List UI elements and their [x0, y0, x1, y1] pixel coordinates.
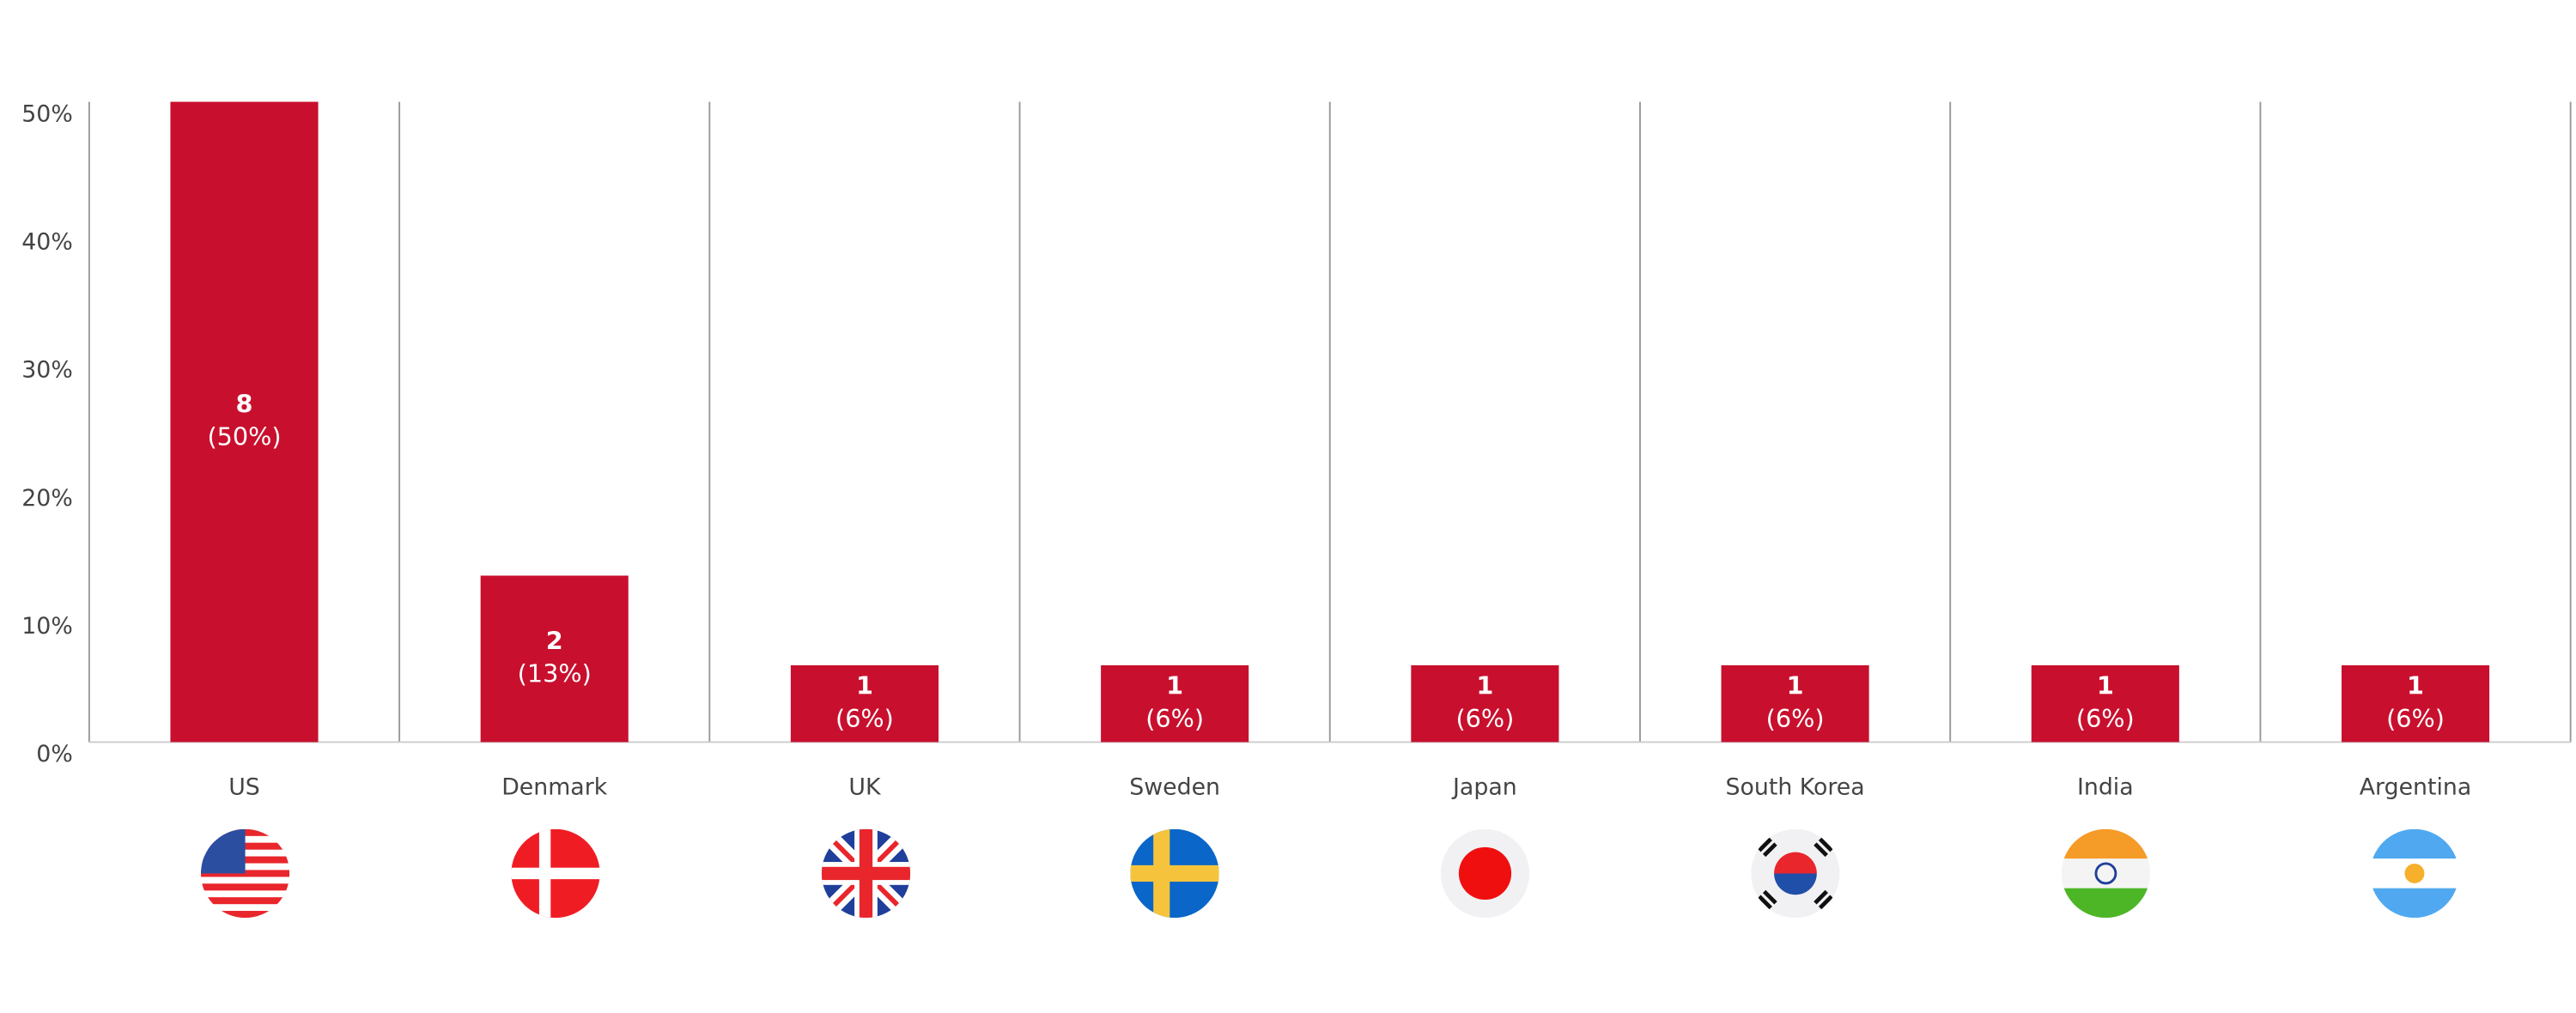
flag-japan: [1440, 828, 1530, 919]
value-label: (6%): [1766, 704, 1825, 733]
bar: [2341, 664, 2490, 743]
count-label: 1: [2097, 671, 2114, 701]
y-tick-label: 20%: [21, 485, 72, 512]
flag-uk: [821, 828, 911, 919]
y-tick-label: 10%: [21, 613, 72, 640]
x-tick-label: Japan: [1451, 773, 1517, 800]
count-label: 1: [2407, 671, 2424, 701]
bar: [1101, 664, 1249, 743]
y-tick-label: 30%: [21, 357, 72, 384]
count-label: 1: [1476, 671, 1493, 701]
value-label: (6%): [2386, 704, 2445, 733]
value-label: (13%): [518, 659, 592, 688]
x-tick-label: Sweden: [1129, 773, 1220, 800]
bar: [1721, 664, 1869, 743]
value-label: (6%): [1455, 704, 1514, 733]
count-label: 1: [1787, 671, 1804, 701]
flags: [200, 828, 2459, 919]
y-tick-label: 40%: [21, 229, 72, 256]
count-label: 1: [1166, 671, 1183, 701]
count-label: 2: [546, 626, 563, 655]
bar: [480, 575, 629, 743]
y-tick-label: 0%: [36, 741, 72, 767]
value-label: (6%): [2076, 704, 2135, 733]
x-tick-label: India: [2077, 773, 2134, 800]
count-label: 1: [856, 671, 873, 701]
x-tick-label: Argentina: [2360, 773, 2472, 800]
x-tick-label: Denmark: [501, 773, 608, 800]
bar: [1411, 664, 1559, 743]
x-tick-label: South Korea: [1726, 773, 1865, 800]
bar: [790, 664, 939, 743]
flag-korea: [1751, 828, 1840, 919]
flag-sweden: [1130, 828, 1219, 919]
value-label: (50%): [207, 422, 281, 452]
bar: [2031, 664, 2179, 743]
flag-us: [200, 828, 290, 919]
flag-denmark: [511, 828, 600, 919]
value-label: (6%): [1145, 704, 1204, 733]
count-label: 8: [236, 389, 253, 418]
y-tick-label: 50%: [21, 100, 72, 127]
x-tick-label: UK: [848, 773, 882, 800]
flag-argentina: [2370, 828, 2459, 919]
x-tick-label: US: [228, 773, 260, 800]
flag-india: [2061, 828, 2151, 919]
bar: [170, 101, 319, 743]
value-label: (6%): [835, 704, 894, 733]
